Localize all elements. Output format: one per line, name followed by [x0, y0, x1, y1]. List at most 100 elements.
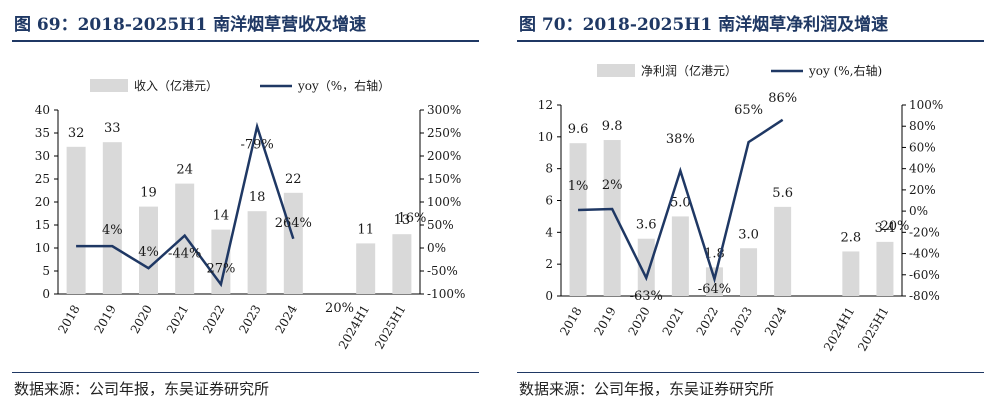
- x-axis-tick-label: 2018: [55, 303, 82, 336]
- bar: [66, 146, 86, 294]
- yoy-value-label: 16%: [397, 211, 426, 226]
- x-axis-tick-label: 2021: [164, 303, 191, 336]
- legend-bar-label: 收入（亿港元）: [134, 78, 218, 93]
- net-profit-yoy-chart: 净利润（亿港元） yoy (%,右轴) 0 2 4 6 8 10 12 -80% -60% -40% -…: [538, 63, 944, 354]
- data-source-note: 数据来源：公司年报，东吴证券研究所: [519, 380, 775, 398]
- yoy-value-label: -63%: [630, 289, 663, 304]
- bar-value-label: 22: [285, 172, 302, 187]
- right-axis-tick-label: 0%: [427, 241, 446, 255]
- bar-value-label: 11: [357, 222, 374, 237]
- right-axis-tick-label: 300%: [427, 103, 461, 117]
- right-axis-tick-label: -100%: [427, 287, 465, 301]
- right-axis-tick-label: 200%: [427, 149, 461, 163]
- bar-value-label: 2.8: [841, 230, 862, 245]
- bar-value-label: 9.6: [568, 122, 589, 137]
- yoy-line-series: [578, 118, 784, 284]
- left-axis-tick-label: 12: [538, 98, 553, 112]
- left-axis-tick-label: 10: [35, 241, 50, 255]
- bar-value-label: 3.0: [738, 227, 759, 242]
- left-axis-tick-label: 2: [545, 257, 553, 271]
- x-axis-tick-label: 2020: [625, 305, 652, 338]
- bar: [603, 140, 621, 296]
- yoy-line-series: [76, 121, 295, 288]
- yoy-value-label: 65%: [734, 103, 763, 118]
- bar: [102, 142, 122, 294]
- x-axis-tick-label: 2022: [200, 303, 227, 336]
- right-axis-tick-label: 100%: [909, 98, 943, 112]
- legend-bar-swatch: [90, 79, 128, 92]
- data-source-note: 数据来源：公司年报，东吴证券研究所: [14, 380, 270, 398]
- left-axis-tick-label: 8: [545, 162, 553, 176]
- chart-legend: 收入（亿港元） yoy（%，右轴）: [90, 78, 390, 93]
- yoy-value-label: 4%: [102, 223, 123, 238]
- right-axis-tick-label: 100%: [427, 195, 461, 209]
- yoy-value-label: 2%: [602, 178, 623, 193]
- left-axis-tick-label: 40: [35, 103, 50, 117]
- bar: [175, 183, 195, 294]
- revenue-yoy-chart: 收入（亿港元） yoy（%，右轴） 0 5 10 15 20 25 30 35 40 -100% -50…: [35, 78, 466, 352]
- bar-value-label: 5.6: [772, 186, 793, 201]
- revenue-figure-panel: 图 69：2018-2025H1 南洋烟草营收及增速 收入（亿港元） yoy（%，…: [0, 0, 485, 410]
- bar: [283, 192, 303, 294]
- bar: [392, 234, 412, 294]
- bar: [247, 211, 267, 294]
- yoy-value-label: 20%: [325, 301, 354, 316]
- bar-value-label: 3.6: [636, 218, 657, 233]
- x-axis-tick-label: 2024H1: [821, 305, 857, 354]
- source-rule: [517, 372, 984, 373]
- yoy-value-label: -64%: [698, 282, 731, 297]
- bar-value-label: 9.8: [602, 119, 623, 134]
- left-axis-tick-label: 4: [545, 225, 553, 239]
- right-axis-tick-label: -40%: [909, 247, 940, 261]
- legend-line-label: yoy（%，右轴）: [297, 78, 390, 93]
- x-axis-tick-label: 2023: [236, 303, 263, 336]
- left-axis-tick-label: 10: [538, 130, 553, 144]
- bar-value-label: 13: [394, 213, 411, 228]
- yoy-value-label: 38%: [666, 132, 695, 147]
- x-axis-tick-label: 2024: [762, 304, 790, 338]
- bar: [139, 206, 158, 294]
- title-rule: [12, 40, 479, 42]
- bar: [671, 216, 689, 296]
- x-axis-tick-label: 2025H1: [372, 303, 408, 352]
- right-axis-tick-label: -80%: [909, 289, 940, 303]
- right-axis-tick-label: 250%: [427, 126, 461, 140]
- x-axis-tick-label: 2021: [660, 305, 687, 338]
- bar: [569, 143, 587, 296]
- left-axis-tick-label: 0: [42, 287, 50, 301]
- x-axis-tick-label: 2019: [92, 303, 119, 336]
- x-axis-tick-label: 2019: [591, 305, 618, 338]
- figure-title: 图 70：2018-2025H1 南洋烟草净利润及增速: [519, 15, 889, 35]
- x-axis-tick-label: 2024: [273, 302, 301, 336]
- yoy-value-label: 1%: [568, 179, 589, 194]
- title-rule: [517, 40, 984, 42]
- left-axis-tick-label: 20: [35, 195, 50, 209]
- bar-value-label: 32: [68, 126, 85, 141]
- yoy-value-label: -79%: [240, 138, 273, 153]
- left-axis-tick-label: 30: [35, 149, 50, 163]
- right-axis-tick-label: 40%: [909, 162, 936, 176]
- chart-legend: 净利润（亿港元） yoy (%,右轴): [597, 63, 882, 78]
- right-axis-tick-label: 60%: [909, 140, 936, 154]
- legend-bar-swatch: [597, 64, 635, 77]
- x-axis-tick-label: 2023: [728, 305, 755, 338]
- net-profit-figure-panel: 图 70：2018-2025H1 南洋烟草净利润及增速 净利润（亿港元） yoy …: [505, 0, 990, 410]
- right-axis-tick-label: 150%: [427, 172, 461, 186]
- x-axis-tick-label: 2020: [128, 303, 155, 336]
- yoy-value-label: 20%: [880, 219, 909, 234]
- left-axis-tick-label: 5: [42, 264, 50, 278]
- bar: [876, 241, 894, 296]
- bar-value-label: 24: [176, 163, 193, 178]
- left-axis-tick-label: 15: [35, 218, 50, 232]
- right-axis-tick-label: -50%: [427, 264, 458, 278]
- bar-value-label: 3.4: [875, 221, 896, 236]
- x-axis-tick-label: 2018: [557, 305, 584, 338]
- right-axis-tick-label: 0%: [909, 204, 928, 218]
- bar: [356, 243, 376, 294]
- x-axis-tick-label: 2025H1: [855, 305, 891, 354]
- left-axis-tick-label: 6: [545, 194, 553, 208]
- right-axis-tick-label: 80%: [909, 119, 936, 133]
- right-axis-tick-label: 50%: [427, 218, 454, 232]
- source-rule: [12, 372, 479, 373]
- right-axis-tick-label: 20%: [909, 183, 936, 197]
